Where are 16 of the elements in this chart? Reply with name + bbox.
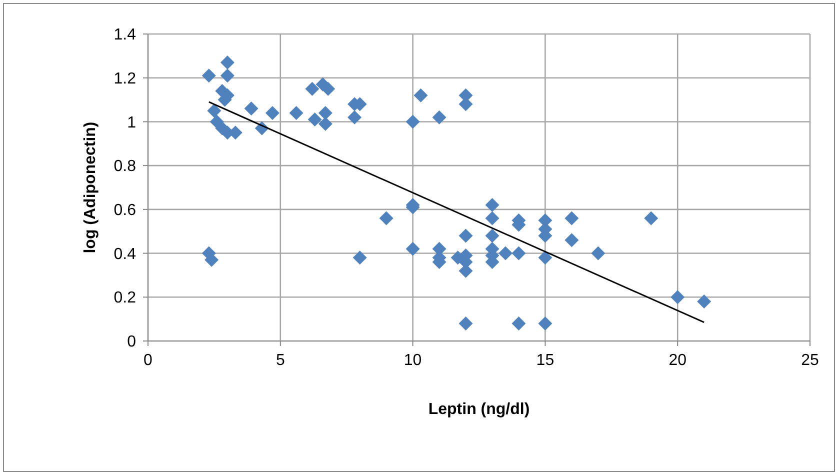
x-tick-label: 10 xyxy=(404,352,422,369)
x-tick-label: 15 xyxy=(536,352,554,369)
y-tick-label: 0 xyxy=(127,334,136,351)
x-tick-label: 5 xyxy=(276,352,285,369)
y-tick-label: 0.4 xyxy=(114,246,136,263)
y-tick-label: 0.8 xyxy=(114,158,136,176)
y-tick-label: 0.2 xyxy=(114,290,136,307)
y-axis-title: log (Adiponectin) xyxy=(82,122,99,254)
y-tick-label: 1 xyxy=(127,114,136,132)
y-tick-label: 1.2 xyxy=(114,70,136,88)
y-tick-label: 1.4 xyxy=(114,26,136,44)
y-tick-label: 0.6 xyxy=(114,202,136,220)
x-tick-label: 0 xyxy=(144,352,153,369)
x-tick-label: 25 xyxy=(801,352,819,369)
x-tick-label: 20 xyxy=(668,352,687,369)
x-axis-title: Leptin (ng/dl) xyxy=(428,401,530,418)
